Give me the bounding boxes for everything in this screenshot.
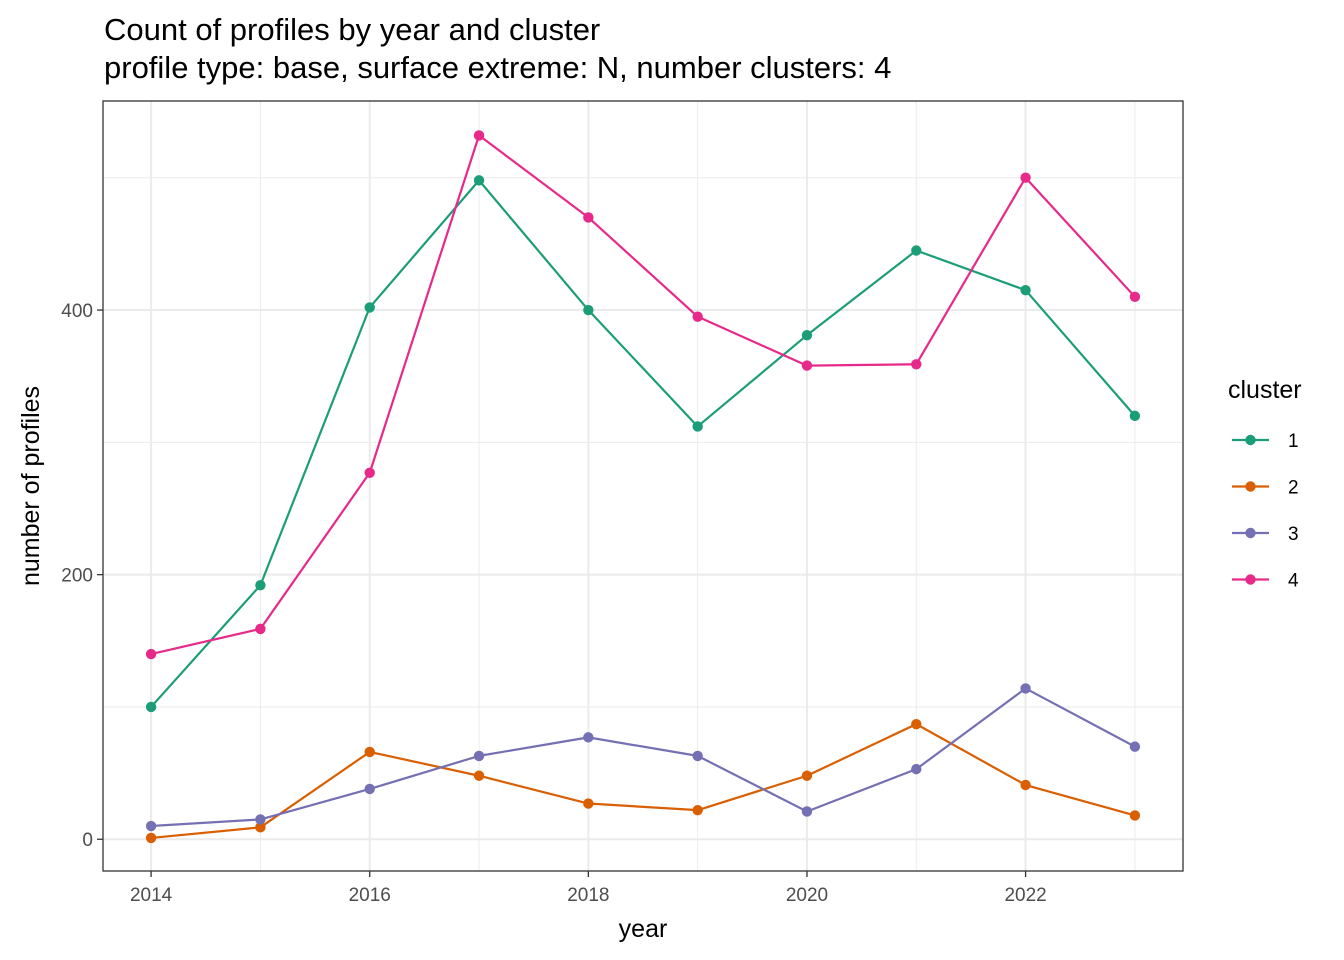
y-axis: 0 200 400: [61, 301, 103, 851]
data-point-cluster-1-2015: [255, 580, 266, 591]
x-tick-label: 2022: [1004, 885, 1046, 906]
data-point-cluster-1-2014: [145, 701, 157, 713]
data-point-cluster-2-2015: [255, 822, 266, 833]
legend-item-cluster-3: 3: [1232, 524, 1299, 545]
series-line-cluster-2: [150, 723, 1136, 840]
data-point-cluster-4-2014: [145, 648, 157, 660]
data-point-cluster-1-2017: [473, 175, 485, 186]
legend-key-point: [1245, 481, 1256, 492]
data-point-cluster-1-2019: [692, 421, 703, 432]
data-point-cluster-1-2023: [1129, 410, 1141, 422]
legend-label: 3: [1288, 524, 1299, 545]
series-points: [145, 130, 1141, 844]
data-point-cluster-3-2022: [1020, 683, 1031, 694]
y-axis-title: number of profiles: [17, 386, 45, 586]
data-point-cluster-1-2021: [911, 245, 922, 256]
data-point-cluster-2-2014: [145, 832, 157, 844]
data-point-cluster-4-2017: [473, 130, 485, 141]
data-point-cluster-3-2018: [583, 732, 594, 743]
series-line-cluster-3: [151, 687, 1136, 828]
y-tick-label: 400: [61, 301, 93, 322]
data-point-cluster-4-2016: [364, 467, 375, 478]
panel-border: [102, 100, 1184, 872]
data-point-cluster-1-2022: [1020, 284, 1031, 296]
data-point-cluster-3-2023: [1129, 741, 1141, 752]
minor-gridlines: [103, 101, 1183, 871]
data-point-cluster-1-2020: [801, 329, 813, 341]
data-point-cluster-3-2017: [473, 750, 485, 762]
data-point-cluster-4-2021: [911, 359, 922, 370]
legend-title: cluster: [1228, 376, 1302, 404]
data-point-cluster-4-2023: [1129, 291, 1141, 303]
plot-panel: [102, 100, 1184, 872]
data-point-cluster-2-2023: [1129, 810, 1141, 821]
legend-key-point: [1245, 527, 1256, 539]
data-point-cluster-2-2021: [911, 718, 922, 730]
data-point-cluster-3-2021: [911, 763, 922, 775]
data-point-cluster-4-2019: [692, 311, 703, 322]
x-tick-label: 2020: [786, 885, 828, 906]
legend-label: 4: [1288, 571, 1299, 592]
data-point-cluster-4-2022: [1020, 172, 1031, 183]
major-gridlines: [103, 101, 1183, 871]
y-tick-label: 0: [82, 830, 93, 851]
data-point-cluster-2-2018: [583, 798, 594, 809]
y-tick-label: 200: [61, 566, 93, 587]
data-point-cluster-2-2019: [692, 804, 703, 816]
legend-label: 2: [1288, 478, 1299, 499]
legend-items: 1 2 3 4: [1232, 431, 1299, 592]
legend-item-cluster-2: 2: [1232, 478, 1299, 499]
legend-label: 1: [1288, 431, 1299, 452]
legend-key-point: [1245, 434, 1256, 446]
x-axis: 2014 2016 2018 2020 2022: [130, 871, 1047, 906]
x-axis-title: year: [619, 915, 668, 943]
panel-background: [103, 101, 1183, 871]
x-tick-label: 2014: [130, 885, 173, 906]
data-point-cluster-1-2016: [364, 302, 375, 313]
data-point-cluster-2-2022: [1020, 779, 1031, 791]
data-point-cluster-3-2014: [145, 820, 157, 832]
series-line-cluster-4: [150, 134, 1136, 656]
chart-subtitle: profile type: base, surface extreme: N, …: [104, 50, 891, 85]
x-tick-label: 2016: [349, 885, 391, 906]
legend-item-cluster-4: 4: [1232, 571, 1299, 592]
data-point-cluster-3-2020: [801, 806, 813, 817]
data-point-cluster-2-2020: [801, 770, 813, 781]
data-point-cluster-4-2018: [583, 212, 594, 223]
data-point-cluster-2-2017: [473, 770, 485, 781]
series-lines: [150, 134, 1136, 840]
data-point-cluster-3-2016: [364, 783, 375, 795]
data-point-cluster-3-2019: [692, 750, 703, 762]
legend-key-point: [1245, 574, 1256, 585]
x-tick-label: 2018: [567, 885, 609, 906]
data-point-cluster-4-2020: [801, 360, 813, 371]
data-point-cluster-1-2018: [583, 304, 594, 316]
data-point-cluster-3-2015: [255, 814, 266, 825]
data-point-cluster-4-2015: [255, 623, 266, 635]
data-point-cluster-2-2016: [364, 746, 375, 758]
chart-title: Count of profiles by year and cluster: [104, 12, 600, 47]
legend-item-cluster-1: 1: [1232, 431, 1299, 452]
legend: cluster 1 2 3 4: [1228, 376, 1302, 592]
